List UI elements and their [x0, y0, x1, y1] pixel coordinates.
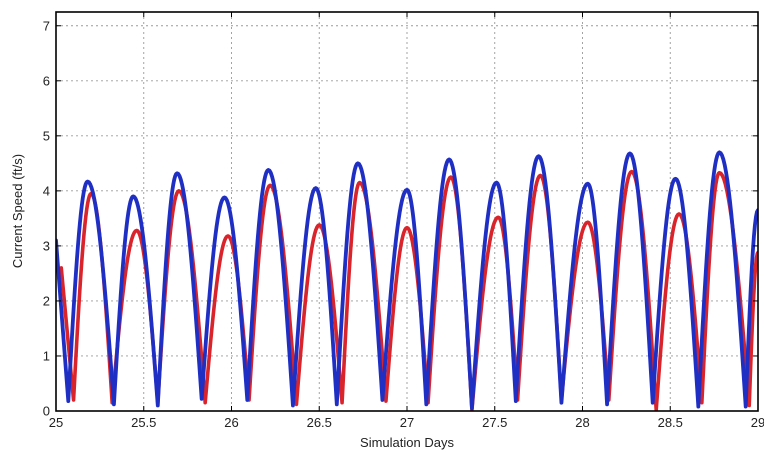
x-tick-label: 28 — [575, 415, 589, 430]
y-tick-label: 5 — [43, 128, 50, 143]
y-tick-label: 2 — [43, 293, 50, 308]
y-tick-label: 0 — [43, 404, 50, 419]
x-tick-label: 26 — [224, 415, 238, 430]
x-tick-label: 25.5 — [131, 415, 156, 430]
y-tick-label: 1 — [43, 348, 50, 363]
axis-ticks: 25 25.5 26 26.5 27 27.5 28 28.5 29 0 1 2 3 4 5 6 7 — [43, 12, 764, 430]
y-tick-label: 7 — [43, 18, 50, 33]
x-tick-label: 27 — [400, 415, 414, 430]
y-axis-label: Current Speed (ft/s) — [10, 154, 25, 268]
series-layer — [56, 150, 758, 411]
x-tick-label: 26.5 — [307, 415, 332, 430]
y-tick-label: 4 — [43, 183, 50, 198]
x-tick-label: 28.5 — [658, 415, 683, 430]
series-line-blue — [56, 150, 758, 411]
x-axis-label: Simulation Days — [360, 435, 454, 450]
y-tick-label: 6 — [43, 73, 50, 88]
x-tick-label: 29 — [751, 415, 764, 430]
x-tick-label: 25 — [49, 415, 63, 430]
y-tick-label: 3 — [43, 238, 50, 253]
x-tick-label: 27.5 — [482, 415, 507, 430]
